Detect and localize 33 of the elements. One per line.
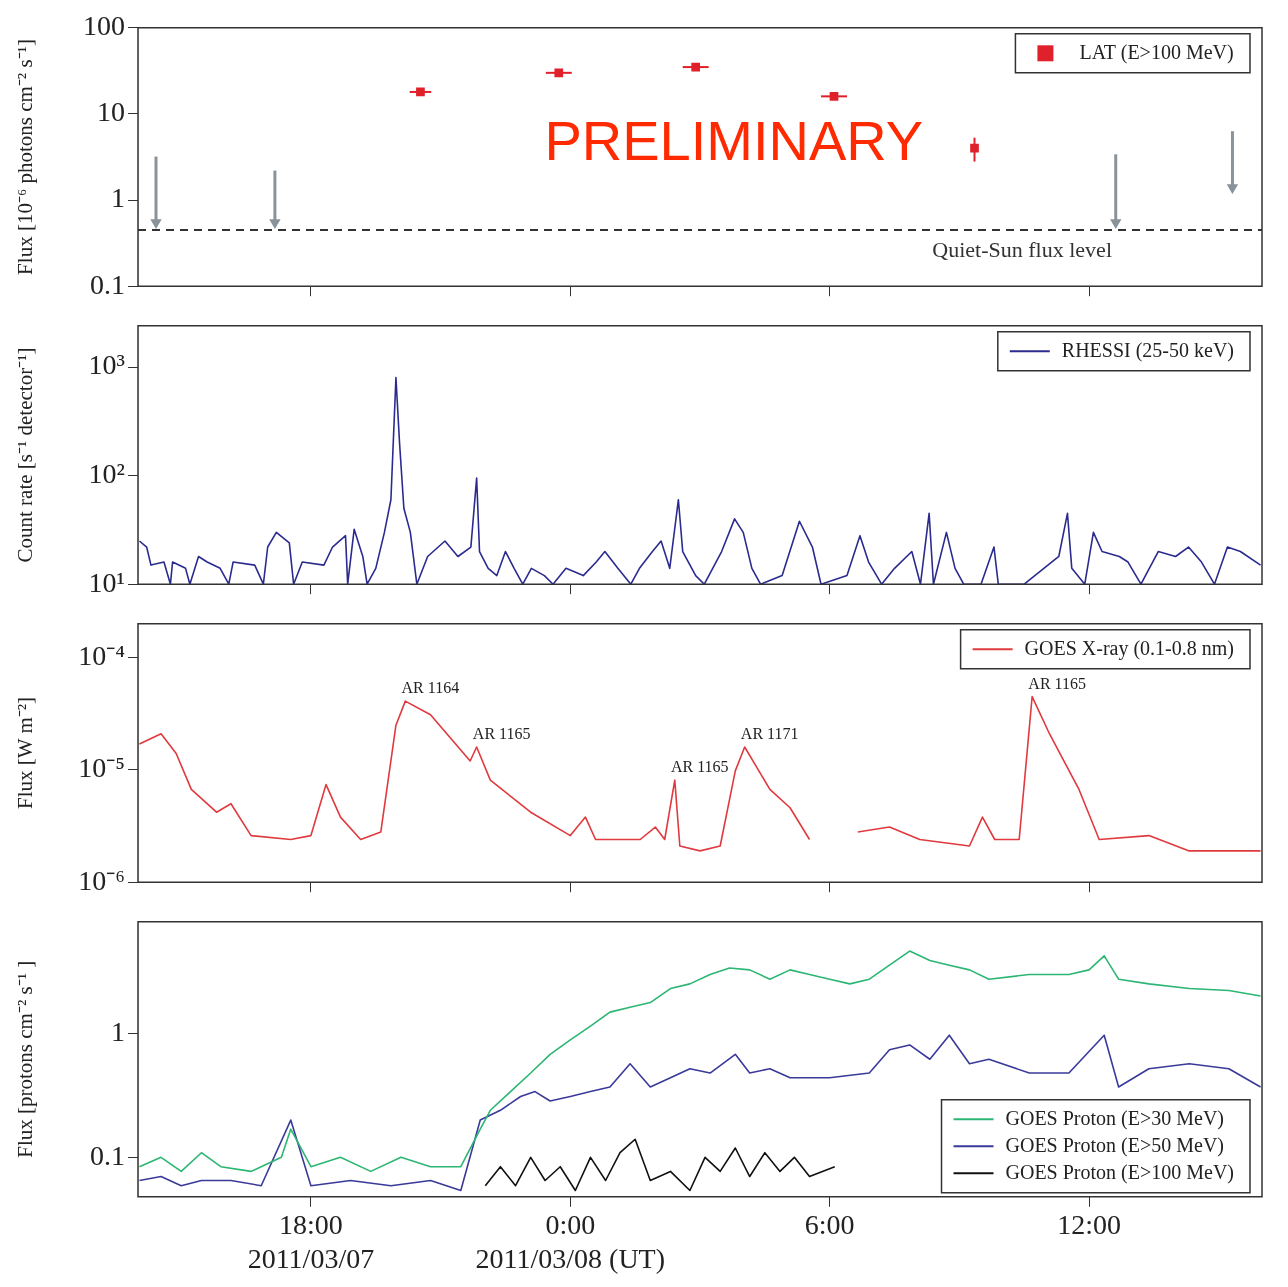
y-tick-label: 10² — [88, 458, 125, 489]
y-tick-label: 100 — [83, 10, 125, 42]
y-tick-label: 10⁻⁵ — [78, 752, 125, 784]
legend-label: GOES Proton (E>30 MeV) — [1005, 1106, 1225, 1130]
y-axis-title: Flux [W m⁻²] — [13, 696, 38, 810]
y-tick-label: 10³ — [88, 349, 125, 381]
x-tick-label: 0:00 2011/03/08 (UT) — [475, 1208, 666, 1274]
x-tick-label: 12:00 — [1057, 1208, 1121, 1240]
legend-label: RHESSI (25-50 keV) — [1061, 338, 1235, 362]
legend-label: GOES Proton (E>50 MeV) — [1005, 1133, 1225, 1157]
y-axis-title: Flux [10⁻⁶ photons cm⁻² s⁻¹] — [13, 39, 38, 275]
y-tick-label: 1 — [111, 1015, 125, 1047]
y-tick-label: 10 — [97, 96, 125, 128]
y-tick-label: 10¹ — [88, 566, 125, 598]
annotation: AR 1165 — [670, 758, 729, 776]
x-tick-label: 6:00 — [804, 1208, 855, 1240]
y-axis-title: Flux [protons cm⁻² s⁻¹ ] — [13, 960, 38, 1158]
annotation: PRELIMINARY — [544, 108, 924, 172]
x-tick-label: 18:00 2011/03/07 — [247, 1208, 375, 1274]
y-tick-label: 10⁻⁶ — [78, 864, 125, 896]
y-tick-label: 1 — [111, 182, 125, 214]
y-axis-title: Count rate [s⁻¹ detector⁻¹] — [13, 347, 38, 563]
legend-label: GOES Proton (E>100 MeV) — [1005, 1160, 1235, 1184]
ref-line-label: Quiet-Sun flux level — [932, 236, 1112, 262]
y-tick-label: 0.1 — [90, 268, 125, 300]
annotation: AR 1165 — [1028, 674, 1086, 692]
annotation: AR 1164 — [401, 679, 460, 697]
y-tick-label: 0.1 — [90, 1139, 125, 1171]
y-tick-label: 10⁻⁴ — [78, 639, 125, 671]
legend-label: LAT (E>100 MeV) — [1079, 40, 1234, 64]
annotation: AR 1171 — [740, 725, 799, 743]
legend-label: GOES X-ray (0.1-0.8 nm) — [1024, 636, 1234, 660]
annotation: AR 1165 — [472, 725, 531, 743]
